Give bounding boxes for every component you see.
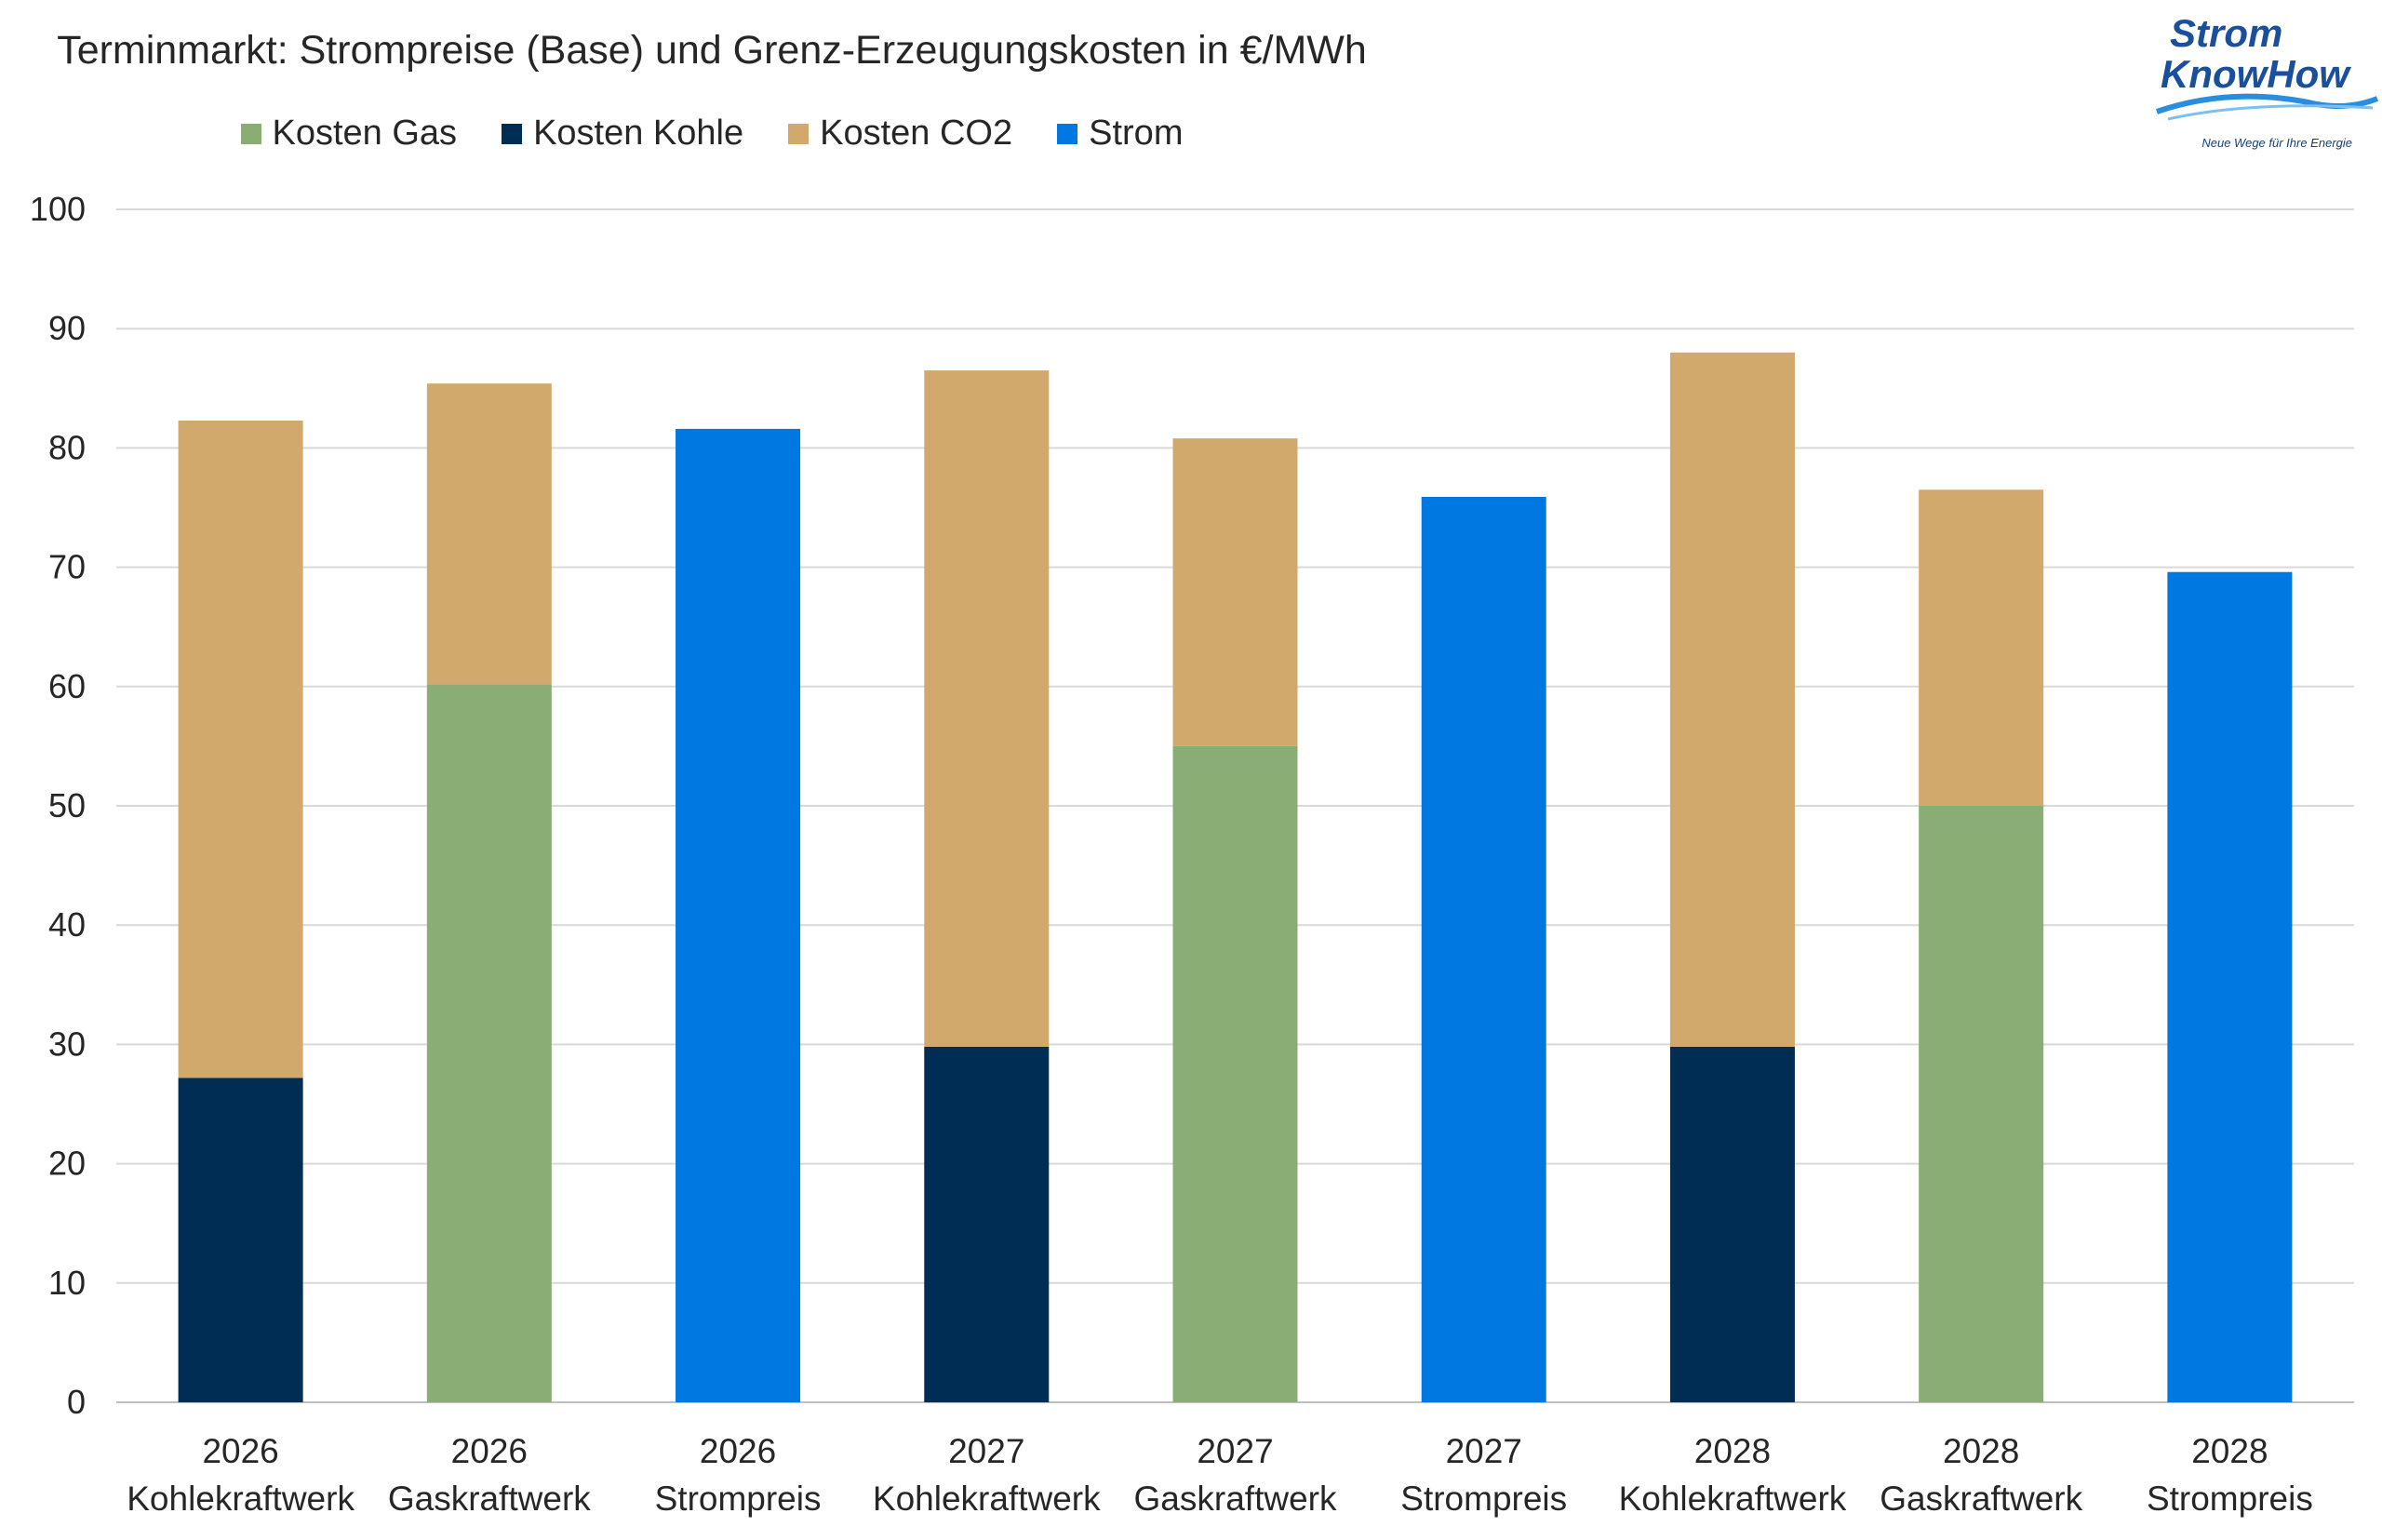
bar-kosten-co2-2027-gaskraftwerk: [1172, 438, 1298, 746]
x-tick-label: Strompreis: [1400, 1480, 1567, 1518]
legend-swatch: [788, 123, 810, 144]
x-tick-year: 2026: [451, 1432, 528, 1470]
logo-wave-light-icon: [2167, 104, 2374, 121]
y-tick-label: 60: [48, 667, 86, 705]
y-tick-label: 20: [48, 1145, 86, 1183]
legend-item-kosten-kohle: Kosten Kohle: [502, 114, 743, 154]
x-tick-label: Strompreis: [655, 1480, 822, 1518]
x-tick-year: 2028: [2191, 1432, 2268, 1470]
y-tick-label: 70: [48, 548, 86, 586]
x-tick-label: Kohlekraftwerk: [1619, 1480, 1847, 1518]
bar-kosten-co2-2027-kohlekraftwerk: [924, 370, 1050, 1047]
logo-line1: Strom: [2170, 11, 2282, 55]
x-tick-year: 2027: [1197, 1432, 1273, 1470]
y-tick-label: 50: [48, 786, 86, 824]
bar-strom-2027-strompreis: [1421, 496, 1546, 1402]
x-tick-label: Gaskraftwerk: [1134, 1480, 1337, 1518]
y-tick-label: 10: [48, 1264, 86, 1302]
logo-line2: KnowHow: [2161, 52, 2351, 96]
legend-label: Kosten Gas: [272, 114, 458, 153]
bar-kosten-gas-2027-gaskraftwerk: [1172, 745, 1298, 1402]
x-tick-label: Kohlekraftwerk: [127, 1480, 355, 1518]
legend-label: Strom: [1089, 114, 1184, 153]
x-tick-label: Gaskraftwerk: [1880, 1480, 2082, 1518]
bar-kosten-co2-2028-gaskraftwerk: [1919, 489, 2044, 806]
strom-knowhow-logo: Strom KnowHow Neue Wege für Ihre Energie: [2149, 7, 2382, 156]
y-tick-label: 30: [48, 1024, 86, 1063]
legend-label: Kosten CO2: [820, 114, 1013, 153]
chart-title: Terminmarkt: Strompreise (Base) und Gren…: [57, 28, 1367, 73]
x-tick-year: 2027: [948, 1432, 1024, 1470]
x-tick-year: 2026: [700, 1432, 776, 1470]
bar-kosten-gas-2028-gaskraftwerk: [1919, 806, 2044, 1402]
x-tick-year: 2026: [202, 1432, 278, 1470]
legend-swatch: [502, 123, 523, 144]
y-tick-label: 100: [30, 190, 86, 228]
legend: Kosten Gas Kosten Kohle Kosten CO2 Strom: [0, 114, 1424, 154]
bar-kosten-co2-2028-kohlekraftwerk: [1669, 352, 1795, 1047]
bar-strom-2028-strompreis: [2167, 571, 2293, 1402]
y-tick-label: 80: [48, 428, 86, 466]
x-tick-label: Kohlekraftwerk: [873, 1480, 1101, 1518]
bar-kosten-kohle-2028-kohlekraftwerk: [1669, 1046, 1795, 1402]
bar-kosten-kohle-2026-kohlekraftwerk: [178, 1078, 303, 1402]
legend-item-kosten-gas: Kosten Gas: [240, 114, 458, 154]
y-tick-label: 0: [67, 1383, 86, 1421]
y-tick-label: 40: [48, 905, 86, 944]
x-tick-year: 2027: [1446, 1432, 1522, 1470]
logo-tagline: Neue Wege für Ihre Energie: [2201, 136, 2352, 150]
bar-kosten-gas-2026-gaskraftwerk: [426, 684, 552, 1402]
logo-graphic: Strom KnowHow Neue Wege für Ihre Energie: [2156, 11, 2379, 150]
bar-kosten-co2-2026-kohlekraftwerk: [178, 420, 303, 1078]
logo-wave-icon: [2156, 93, 2379, 114]
legend-swatch: [240, 123, 261, 144]
x-tick-year: 2028: [1943, 1432, 2019, 1470]
x-tick-year: 2028: [1694, 1432, 1771, 1470]
y-tick-label: 90: [48, 309, 86, 347]
legend-label: Kosten Kohle: [533, 114, 744, 153]
bar-strom-2026-strompreis: [676, 428, 801, 1403]
x-tick-label: Gaskraftwerk: [388, 1480, 591, 1518]
x-tick-label: Strompreis: [2147, 1480, 2313, 1518]
bar-kosten-co2-2026-gaskraftwerk: [426, 383, 552, 685]
legend-item-strom: Strom: [1057, 114, 1183, 154]
legend-item-kosten-co2: Kosten CO2: [788, 114, 1012, 154]
legend-swatch: [1057, 123, 1078, 144]
bar-kosten-kohle-2027-kohlekraftwerk: [924, 1046, 1050, 1402]
